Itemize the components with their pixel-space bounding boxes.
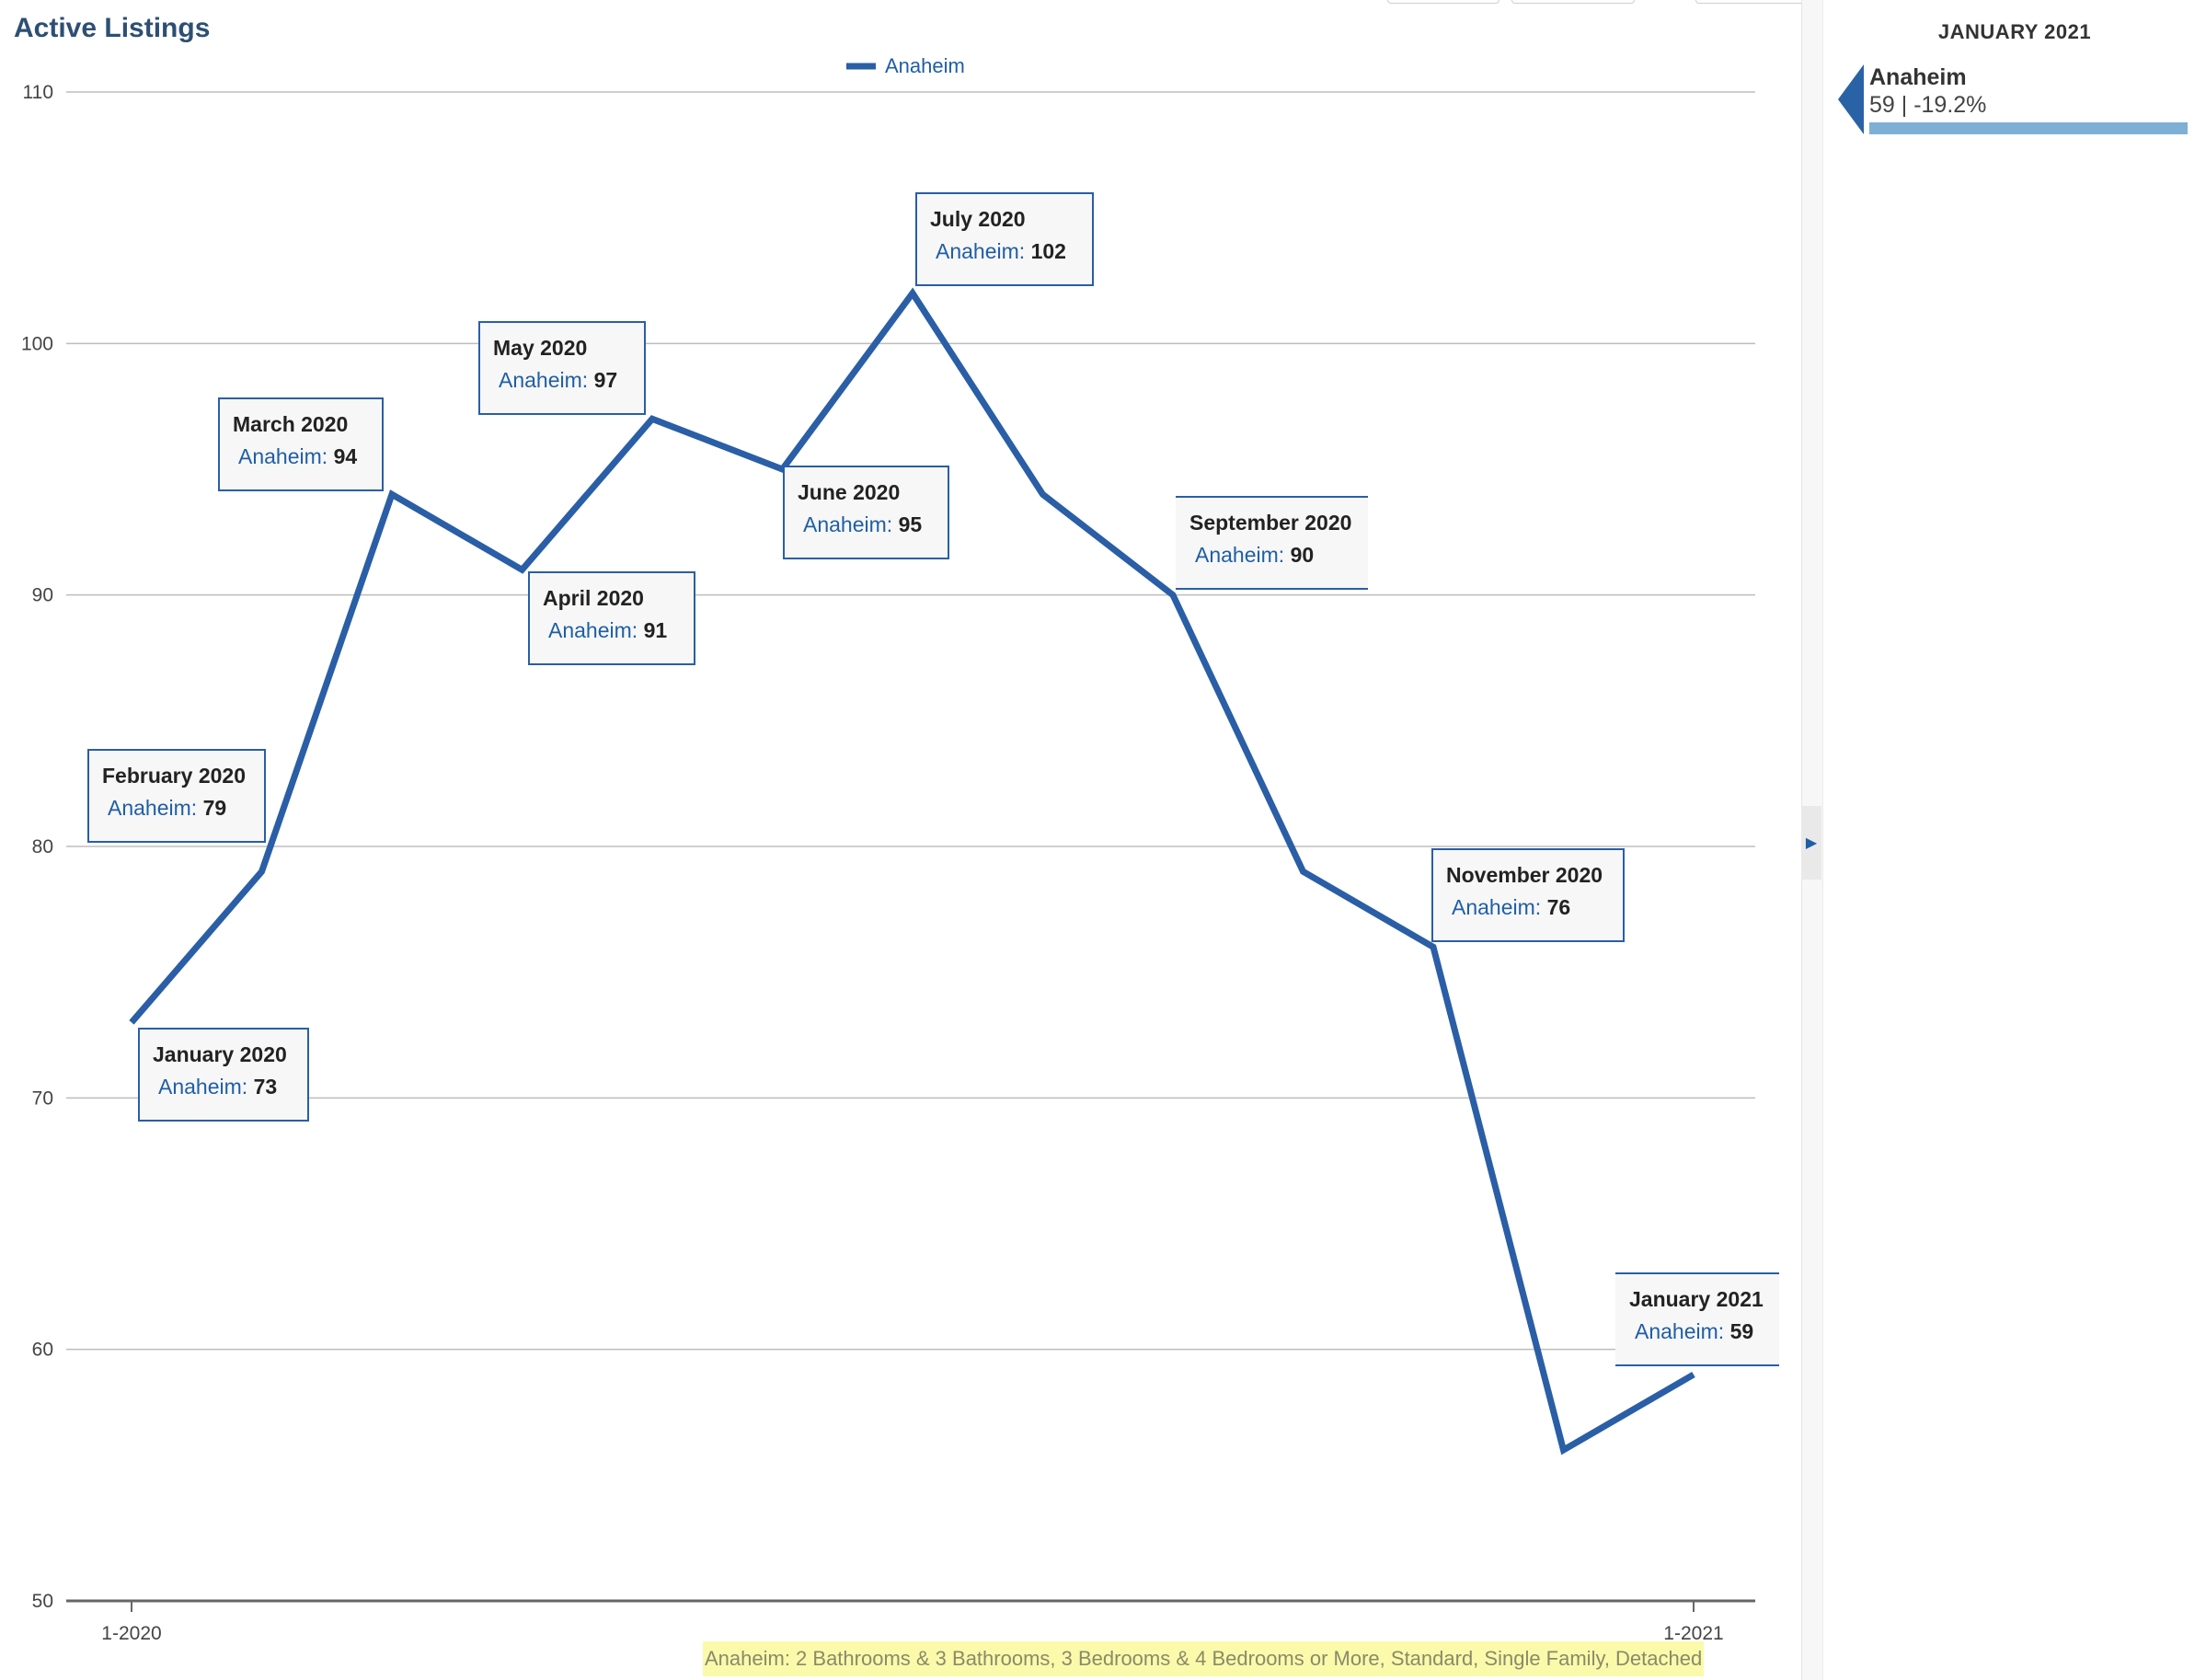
tooltip-series: Anaheim: 91 bbox=[548, 618, 667, 642]
legend-label: Anaheim bbox=[885, 54, 965, 77]
y-tick-label: 100 bbox=[21, 333, 53, 354]
x-tick-label: 1-2021 bbox=[1663, 1623, 1723, 1644]
side-panel-bar bbox=[1869, 122, 2188, 134]
y-tick-label: 70 bbox=[32, 1087, 53, 1109]
caret-right-icon: ▶ bbox=[1805, 835, 1818, 851]
tooltip-value: 94 bbox=[334, 444, 358, 468]
tooltip-series: Anaheim: 59 bbox=[1635, 1319, 1753, 1343]
y-tick-label: 90 bbox=[32, 585, 53, 606]
tooltip-title: May 2020 bbox=[493, 336, 587, 360]
tooltip-may-2020: May 2020 Anaheim: 97 bbox=[478, 321, 646, 415]
tooltip-january-2021: January 2021 Anaheim: 59 bbox=[1615, 1272, 1779, 1366]
tooltip-value: 95 bbox=[899, 512, 923, 536]
side-panel-series-name: Anaheim bbox=[1869, 64, 1967, 90]
tooltip-value: 91 bbox=[644, 618, 668, 642]
tooltip-box bbox=[528, 571, 695, 665]
y-tick-label: 80 bbox=[32, 836, 53, 857]
tooltip-title: January 2020 bbox=[153, 1042, 287, 1066]
series-line-anaheim bbox=[129, 287, 1695, 1456]
tooltip-november-2020: November 2020 Anaheim: 76 bbox=[1431, 848, 1625, 942]
axes: 50 60 70 80 90 100 110 1-2020 1-2021 bbox=[21, 82, 1755, 1644]
tooltip-february-2020: February 2020 Anaheim: 79 bbox=[87, 749, 266, 843]
tooltip-box bbox=[478, 321, 646, 415]
tooltip-box bbox=[138, 1028, 309, 1122]
tooltips: January 2020 Anaheim: 73 February 2020 Anah… bbox=[87, 192, 1779, 1366]
tooltip-september-2020: September 2020 Anaheim: 90 bbox=[1176, 496, 1368, 590]
side-panel-stat: 59 | -19.2% bbox=[1869, 92, 1987, 118]
tooltip-title: November 2020 bbox=[1446, 863, 1603, 887]
tooltip-march-2020: March 2020 Anaheim: 94 bbox=[218, 397, 384, 491]
tooltip-series: Anaheim: 102 bbox=[936, 239, 1066, 263]
tooltip-title: September 2020 bbox=[1189, 511, 1351, 535]
tooltip-title: April 2020 bbox=[543, 586, 644, 610]
side-panel-month: JANUARY 2021 bbox=[1937, 20, 2092, 43]
tooltip-june-2020: June 2020 Anaheim: 95 bbox=[783, 466, 949, 559]
tooltip-series: Anaheim: 95 bbox=[803, 512, 922, 536]
tooltip-box bbox=[1176, 497, 1368, 589]
y-tick-label: 60 bbox=[32, 1340, 53, 1361]
series-marker-icon bbox=[1838, 64, 1864, 134]
tooltip-series: Anaheim: 94 bbox=[238, 444, 357, 468]
tooltip-title: July 2020 bbox=[930, 207, 1026, 231]
tooltip-series: Anaheim: 79 bbox=[108, 796, 226, 820]
tooltip-title: June 2020 bbox=[798, 480, 900, 504]
series-lines bbox=[129, 287, 1695, 1456]
tooltip-july-2020: July 2020 Anaheim: 102 bbox=[915, 192, 1094, 286]
tooltip-april-2020: April 2020 Anaheim: 91 bbox=[528, 571, 695, 665]
y-tick-label: 110 bbox=[23, 82, 53, 103]
tooltip-box bbox=[1431, 848, 1625, 942]
tooltip-box bbox=[87, 749, 266, 843]
x-tick-label: 1-2020 bbox=[101, 1623, 161, 1644]
tooltip-title: March 2020 bbox=[233, 412, 348, 436]
tooltip-value: 79 bbox=[203, 796, 227, 820]
legend[interactable]: Anaheim bbox=[846, 54, 965, 77]
chart-title: Active Listings bbox=[14, 13, 211, 43]
tooltip-box bbox=[783, 466, 949, 559]
tooltip-title: January 2021 bbox=[1629, 1287, 1764, 1311]
line-chart: 50 60 70 80 90 100 110 1-2020 1-2021 Anaheim Jan… bbox=[21, 54, 1779, 1644]
tooltip-value: 97 bbox=[594, 368, 618, 392]
tooltip-value: 102 bbox=[1031, 239, 1066, 263]
tooltip-series: Anaheim: 97 bbox=[499, 368, 617, 392]
filter-note: Anaheim: 2 Bathrooms & 3 Bathrooms, 3 Be… bbox=[703, 1641, 1705, 1676]
gridlines bbox=[66, 91, 1755, 1351]
tooltip-value: 76 bbox=[1547, 895, 1571, 919]
side-panel bbox=[1801, 0, 2206, 1680]
tooltip-box bbox=[218, 397, 384, 491]
collapse-panel-button[interactable]: ▶ bbox=[1801, 806, 1821, 880]
tooltip-box bbox=[915, 192, 1094, 286]
tooltip-value: 90 bbox=[1291, 543, 1315, 567]
tooltip-series: Anaheim: 73 bbox=[158, 1075, 277, 1099]
tooltip-series: Anaheim: 76 bbox=[1452, 895, 1570, 919]
tooltip-box bbox=[1615, 1273, 1779, 1365]
tooltip-january-2020: January 2020 Anaheim: 73 bbox=[138, 1028, 309, 1122]
tooltip-value: 59 bbox=[1730, 1319, 1754, 1343]
tooltip-title: February 2020 bbox=[102, 764, 246, 788]
y-tick-label: 50 bbox=[32, 1591, 53, 1612]
tooltip-series: Anaheim: 90 bbox=[1195, 543, 1314, 567]
tooltip-value: 73 bbox=[254, 1075, 278, 1099]
